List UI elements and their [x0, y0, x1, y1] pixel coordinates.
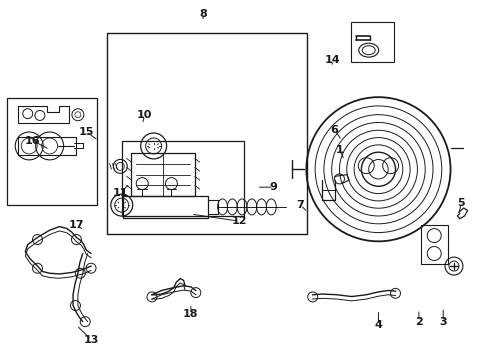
Bar — [122, 140, 243, 216]
Text: 11: 11 — [112, 188, 128, 198]
Text: 5: 5 — [456, 198, 464, 208]
Text: 2: 2 — [414, 317, 422, 327]
Text: 13: 13 — [83, 334, 99, 345]
Text: 17: 17 — [68, 220, 84, 230]
Text: 1: 1 — [335, 144, 343, 154]
Bar — [350, 22, 393, 62]
Text: 10: 10 — [137, 111, 152, 121]
Text: 7: 7 — [296, 200, 304, 210]
Bar — [7, 98, 97, 205]
Bar — [420, 225, 447, 264]
Text: 16: 16 — [25, 136, 41, 145]
Text: 6: 6 — [330, 125, 338, 135]
Text: 15: 15 — [79, 127, 94, 136]
Text: 3: 3 — [439, 317, 446, 327]
Text: 4: 4 — [374, 320, 382, 330]
Text: 14: 14 — [324, 55, 339, 65]
Text: 9: 9 — [269, 182, 277, 192]
Bar — [107, 33, 306, 234]
Text: 8: 8 — [199, 9, 206, 19]
Text: 18: 18 — [183, 310, 198, 319]
Text: 12: 12 — [231, 216, 247, 226]
